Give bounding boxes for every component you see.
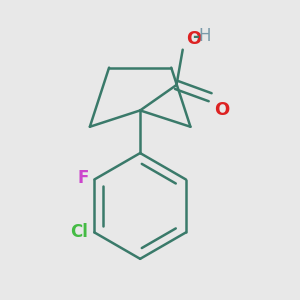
Text: -: -: [193, 28, 200, 46]
Text: O: O: [214, 100, 230, 118]
Text: F: F: [77, 169, 88, 187]
Text: O: O: [186, 30, 201, 48]
Text: H: H: [198, 27, 211, 45]
Text: Cl: Cl: [70, 224, 88, 242]
